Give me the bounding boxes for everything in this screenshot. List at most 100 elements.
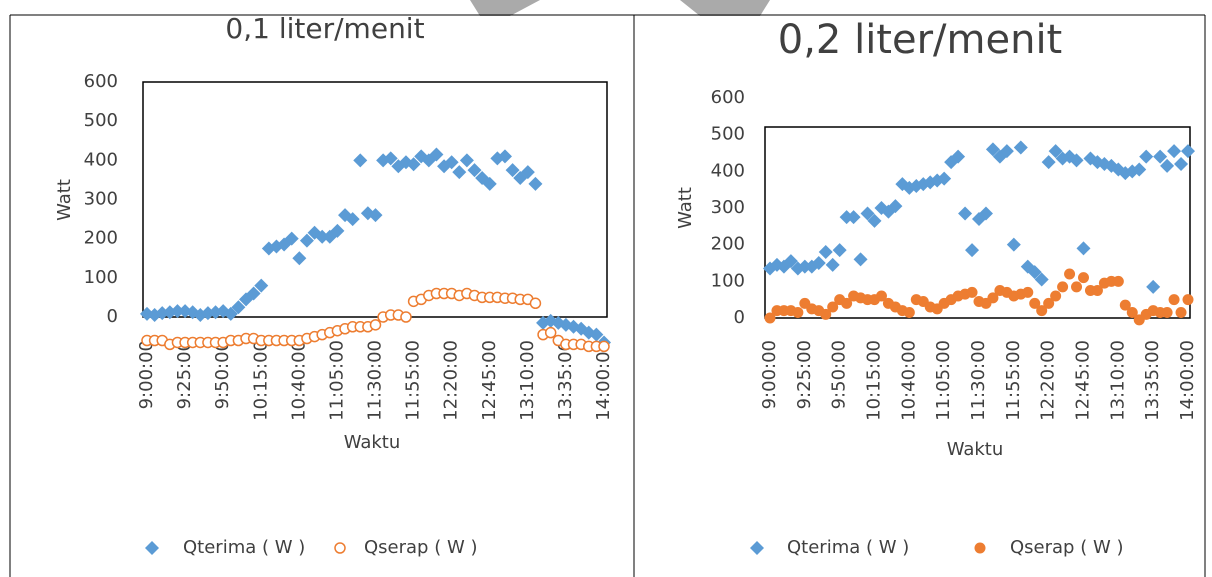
legend-label: Qserap ( W ) [1010,537,1123,558]
y-tick-label: 400 [84,149,118,170]
y-tick-label: 500 [84,110,118,131]
marker [811,256,826,270]
marker [170,304,185,319]
marker [1182,294,1194,306]
x-tick-label: 14:00:00 [1177,340,1198,421]
marker [1091,285,1103,296]
x-tick-label: 10:40:00 [898,340,919,421]
marker [598,340,610,353]
marker [1161,307,1173,318]
marker [467,163,482,178]
y-tick-label: 100 [711,270,745,291]
y-tick-label: 500 [711,124,745,145]
marker [528,176,543,191]
marker [875,290,887,302]
x-tick-label: 11:55:00 [1003,340,1024,421]
legend-label: Qserap ( W ) [364,537,477,558]
marker [1175,307,1187,318]
plot-frame [764,126,1191,319]
marker [1168,294,1180,306]
marker [825,257,840,272]
marker [529,297,542,310]
marker [505,163,520,178]
marker [292,251,307,266]
marker [888,199,903,214]
marker [345,212,360,227]
x-tick-label: 10:40:00 [288,340,309,421]
legend-label: Qterima ( W ) [787,537,909,558]
marker [299,233,314,248]
marker [764,312,776,324]
x-tick-label: 11:05:00 [326,340,347,421]
y-tick-label: 300 [711,197,745,218]
y-axis-label: Watt [675,187,696,229]
y-tick-label: 0 [107,306,118,327]
marker [520,165,535,180]
y-tick-label: 200 [711,234,745,255]
x-tick-label: 12:45:00 [1073,340,1094,421]
x-axis-label: Waktu [344,432,401,453]
legend-marker [974,542,986,554]
marker [1126,307,1138,318]
legend-marker [750,541,764,555]
x-axis-label: Waktu [947,439,1004,460]
marker [1181,144,1195,159]
x-tick-label: 12:45:00 [479,340,500,421]
x-tick-label: 13:10:00 [517,340,538,421]
marker [497,149,512,164]
marker [429,147,444,162]
marker [1139,149,1154,164]
marker [987,292,999,304]
marker [792,307,804,318]
marker [1027,265,1042,280]
marker [827,301,839,313]
marker [818,245,833,259]
marker [444,155,459,170]
x-tick-label: 9:50:00 [212,340,233,409]
legend-label: Qterima ( W ) [183,537,305,558]
x-tick-label: 9:50:00 [829,340,850,409]
y-tick-label: 600 [711,87,745,108]
marker [223,306,238,321]
x-tick-label: 11:55:00 [403,340,424,421]
marker [853,252,868,267]
marker [1006,237,1021,252]
marker [246,286,261,301]
x-tick-label: 9:25:00 [794,340,815,409]
y-axis-label: Watt [54,179,75,221]
marker [1069,153,1084,168]
marker [368,208,383,223]
marker [965,243,980,258]
y-tick-label: 100 [84,267,118,288]
marker [1146,279,1161,294]
marker [958,206,973,221]
marker [1050,290,1062,302]
x-tick-label: 11:30:00 [968,340,989,421]
marker [1034,272,1049,287]
marker [1160,158,1175,173]
marker [406,157,421,172]
marker [231,300,246,315]
x-tick-label: 13:35:00 [1142,340,1163,421]
x-tick-label: 12:20:00 [441,340,462,421]
x-tick-label: 10:15:00 [250,340,271,421]
marker [383,151,398,166]
marker [1112,275,1124,287]
y-tick-label: 0 [734,307,745,328]
marker [860,206,875,221]
legend-marker [334,542,346,554]
x-tick-label: 11:05:00 [933,340,954,421]
plot-frame [142,81,608,318]
marker [353,153,368,168]
marker [452,165,467,180]
y-tick-label: 600 [84,71,118,92]
marker [589,327,604,342]
marker [999,144,1014,159]
x-tick-label: 11:30:00 [365,340,386,421]
chart-title: 0,2 liter/menit [778,17,1063,63]
marker [1153,149,1168,164]
marker [1022,286,1034,298]
marker [978,206,993,221]
marker [1041,155,1056,170]
y-tick-label: 200 [84,228,118,249]
